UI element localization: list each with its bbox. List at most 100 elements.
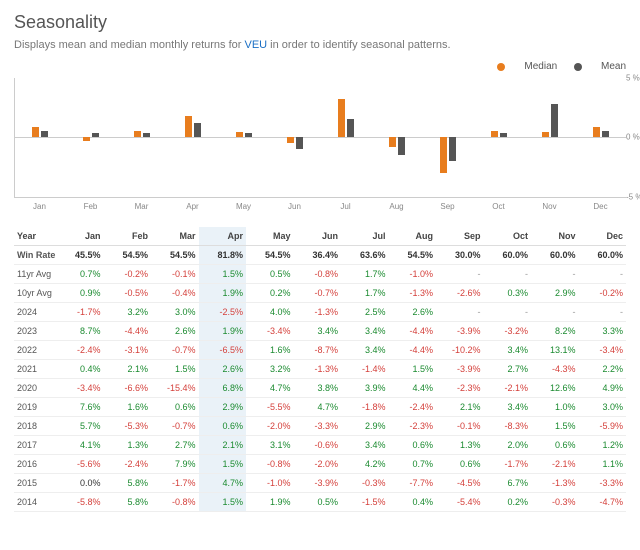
col-header: Feb <box>104 227 152 246</box>
cell: -3.9% <box>436 321 484 340</box>
cell: -3.2% <box>484 321 532 340</box>
cell: -4.4% <box>389 321 437 340</box>
col-header: Jul <box>341 227 389 246</box>
month-slot <box>15 78 66 197</box>
cell: 1.5% <box>199 454 247 473</box>
cell: -0.1% <box>436 416 484 435</box>
cell: -0.2% <box>579 283 627 302</box>
cell: -3.4% <box>246 321 294 340</box>
cell: 1.5% <box>151 359 199 378</box>
cell: -5.4% <box>436 492 484 511</box>
cell: -8.7% <box>294 340 342 359</box>
median-bar <box>185 116 192 137</box>
cell: 4.7% <box>246 378 294 397</box>
cell: 1.5% <box>531 416 579 435</box>
x-label: Sep <box>422 202 473 211</box>
table-row: 2022-2.4%-3.1%-0.7%-6.5%1.6%-8.7%3.4%-4.… <box>14 340 626 359</box>
cell: 2.9% <box>531 283 579 302</box>
cell: 5.8% <box>104 473 152 492</box>
cell: -1.3% <box>389 283 437 302</box>
table-row: 2020-3.4%-6.6%-15.4%6.8%4.7%3.8%3.9%4.4%… <box>14 378 626 397</box>
cell: -2.4% <box>104 454 152 473</box>
cell: 1.5% <box>389 359 437 378</box>
cell: -4.5% <box>436 473 484 492</box>
cell: -0.2% <box>104 264 152 283</box>
cell: -0.3% <box>341 473 389 492</box>
cell: 0.6% <box>151 397 199 416</box>
cell: -1.0% <box>246 473 294 492</box>
x-label: Jul <box>320 202 371 211</box>
col-header: Jun <box>294 227 342 246</box>
cell: - <box>484 264 532 283</box>
cell: 1.9% <box>199 321 247 340</box>
x-label: Oct <box>473 202 524 211</box>
cell: 1.7% <box>341 283 389 302</box>
cell: 3.2% <box>104 302 152 321</box>
x-label: Jan <box>14 202 65 211</box>
month-slot <box>371 78 422 197</box>
cell: -1.8% <box>341 397 389 416</box>
col-header: May <box>246 227 294 246</box>
bars-row <box>15 78 626 197</box>
cell: 1.0% <box>531 397 579 416</box>
cell: 3.1% <box>246 435 294 454</box>
chart-legend: Median Mean <box>14 61 626 74</box>
cell: -2.1% <box>484 378 532 397</box>
x-label: Jun <box>269 202 320 211</box>
mean-bar <box>296 137 303 149</box>
cell: -2.4% <box>56 340 104 359</box>
cell: -15.4% <box>151 378 199 397</box>
median-bar <box>287 137 294 143</box>
table-row: 2024-1.7%3.2%3.0%-2.5%4.0%-1.3%2.5%2.6%-… <box>14 302 626 321</box>
row-label: 2022 <box>14 340 56 359</box>
cell: 2.9% <box>341 416 389 435</box>
cell: 1.9% <box>246 492 294 511</box>
cell: -0.5% <box>104 283 152 302</box>
cell: 2.7% <box>484 359 532 378</box>
cell: -3.4% <box>56 378 104 397</box>
cell: 3.4% <box>484 340 532 359</box>
cell: 8.2% <box>531 321 579 340</box>
cell: 0.6% <box>199 416 247 435</box>
cell: -4.7% <box>579 492 627 511</box>
ticker-link[interactable]: VEU <box>245 39 268 51</box>
cell: -4.3% <box>531 359 579 378</box>
row-label: 2014 <box>14 492 56 511</box>
median-bar <box>83 137 90 141</box>
cell: -8.3% <box>484 416 532 435</box>
month-slot <box>168 78 219 197</box>
cell: -2.3% <box>436 378 484 397</box>
cell: 3.8% <box>294 378 342 397</box>
cell: 4.7% <box>199 473 247 492</box>
cell: -1.0% <box>389 264 437 283</box>
table-row: 20210.4%2.1%1.5%2.6%3.2%-1.3%-1.4%1.5%-3… <box>14 359 626 378</box>
cell: 45.5% <box>56 245 104 264</box>
table-row: 20197.6%1.6%0.6%2.9%-5.5%4.7%-1.8%-2.4%2… <box>14 397 626 416</box>
cell: 0.4% <box>56 359 104 378</box>
page-title: Seasonality <box>14 12 626 33</box>
cell: 2.1% <box>199 435 247 454</box>
cell: -3.3% <box>294 416 342 435</box>
cell: 5.7% <box>56 416 104 435</box>
cell: 7.9% <box>151 454 199 473</box>
cell: 2.6% <box>389 302 437 321</box>
table-row: 2016-5.6%-2.4%7.9%1.5%-0.8%-2.0%4.2%0.7%… <box>14 454 626 473</box>
mean-bar <box>398 137 405 155</box>
cell: -0.8% <box>246 454 294 473</box>
median-bar <box>542 132 549 137</box>
cell: -1.3% <box>531 473 579 492</box>
cell: -0.4% <box>151 283 199 302</box>
subtitle: Displays mean and median monthly returns… <box>14 39 626 51</box>
cell: 0.7% <box>389 454 437 473</box>
col-header: Oct <box>484 227 532 246</box>
col-header: Aug <box>389 227 437 246</box>
cell: -0.3% <box>531 492 579 511</box>
x-label: Aug <box>371 202 422 211</box>
col-header: Year <box>14 227 56 246</box>
cell: -1.5% <box>341 492 389 511</box>
cell: 1.5% <box>199 264 247 283</box>
col-header: Sep <box>436 227 484 246</box>
cell: 4.2% <box>341 454 389 473</box>
month-slot <box>422 78 473 197</box>
cell: 3.4% <box>294 321 342 340</box>
